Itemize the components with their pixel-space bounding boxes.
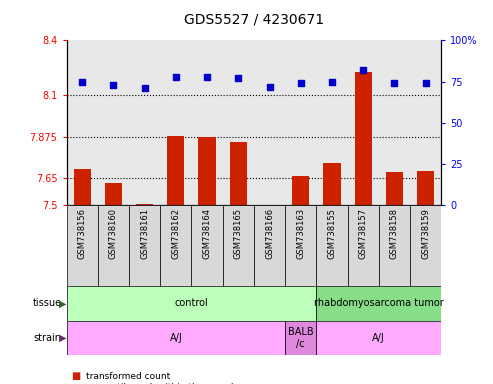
Text: control: control	[175, 298, 209, 308]
Point	[422, 80, 429, 86]
Point	[234, 75, 242, 81]
Text: transformed count: transformed count	[86, 372, 171, 381]
Text: GSM738164: GSM738164	[203, 208, 211, 259]
Bar	[136, 204, 153, 205]
Bar	[348, 205, 379, 286]
Point	[266, 83, 274, 89]
Bar	[317, 286, 441, 321]
Bar	[410, 205, 441, 286]
Bar	[323, 163, 341, 205]
Text: GSM738157: GSM738157	[359, 208, 368, 259]
Bar	[191, 205, 223, 286]
Text: GSM738156: GSM738156	[78, 208, 87, 259]
Bar	[199, 137, 215, 205]
Text: tissue: tissue	[33, 298, 62, 308]
Text: BALB
/c: BALB /c	[288, 327, 314, 349]
Bar	[160, 205, 191, 286]
Text: GSM738166: GSM738166	[265, 208, 274, 259]
Point	[203, 74, 211, 80]
Bar	[223, 205, 254, 286]
Bar	[317, 321, 441, 355]
Text: GDS5527 / 4230671: GDS5527 / 4230671	[184, 12, 324, 26]
Text: GSM738160: GSM738160	[109, 208, 118, 259]
Bar	[105, 182, 122, 205]
Bar	[317, 205, 348, 286]
Text: GSM738158: GSM738158	[390, 208, 399, 259]
Text: A/J: A/J	[170, 333, 182, 343]
Point	[359, 67, 367, 73]
Text: GSM738159: GSM738159	[421, 208, 430, 259]
Text: rhabdomyosarcoma tumor: rhabdomyosarcoma tumor	[314, 298, 444, 308]
Text: GSM738163: GSM738163	[296, 208, 305, 259]
Text: ▶: ▶	[59, 298, 66, 308]
Bar	[417, 170, 434, 205]
Text: ■: ■	[71, 371, 81, 381]
Point	[390, 80, 398, 86]
Point	[109, 82, 117, 88]
Bar	[285, 321, 317, 355]
Text: GSM738165: GSM738165	[234, 208, 243, 259]
Bar	[354, 71, 372, 205]
Point	[172, 74, 180, 80]
Bar	[98, 205, 129, 286]
Text: ■: ■	[71, 383, 81, 384]
Bar	[67, 286, 317, 321]
Bar	[230, 142, 247, 205]
Text: ▶: ▶	[59, 333, 66, 343]
Point	[78, 79, 86, 85]
Bar	[292, 176, 309, 205]
Text: GSM738155: GSM738155	[327, 208, 336, 259]
Bar	[129, 205, 160, 286]
Bar	[73, 169, 91, 205]
Bar	[285, 205, 317, 286]
Text: strain: strain	[34, 333, 62, 343]
Text: GSM738162: GSM738162	[172, 208, 180, 259]
Bar	[67, 205, 98, 286]
Point	[141, 85, 148, 91]
Bar	[167, 136, 184, 205]
Text: percentile rank within the sample: percentile rank within the sample	[86, 383, 240, 384]
Bar	[386, 172, 403, 205]
Point	[297, 80, 305, 86]
Text: GSM738161: GSM738161	[140, 208, 149, 259]
Text: A/J: A/J	[372, 333, 385, 343]
Bar	[67, 321, 285, 355]
Bar	[379, 205, 410, 286]
Point	[328, 79, 336, 85]
Bar	[254, 205, 285, 286]
